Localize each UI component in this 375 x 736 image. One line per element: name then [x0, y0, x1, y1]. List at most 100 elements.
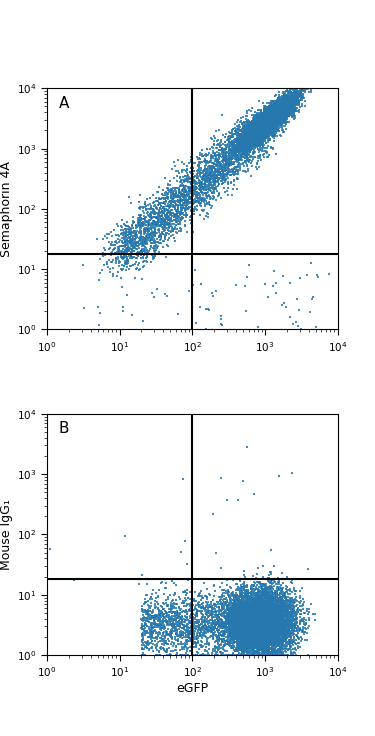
Point — [265, 124, 271, 136]
Point — [242, 609, 248, 620]
Point — [202, 607, 208, 619]
Point — [162, 209, 168, 221]
Point — [287, 83, 293, 95]
Point — [253, 606, 259, 618]
Point — [258, 121, 264, 132]
Point — [273, 601, 279, 613]
Point — [270, 119, 276, 131]
Point — [271, 616, 277, 628]
Point — [256, 592, 262, 604]
Point — [263, 632, 269, 644]
Point — [266, 118, 272, 130]
Point — [247, 601, 253, 613]
Point — [225, 158, 231, 170]
Point — [280, 107, 286, 119]
Point — [278, 102, 284, 113]
Point — [214, 160, 220, 171]
Point — [247, 136, 253, 148]
Point — [240, 596, 246, 608]
Point — [279, 631, 285, 643]
Point — [240, 120, 246, 132]
Point — [253, 127, 259, 139]
Point — [255, 125, 261, 137]
Point — [222, 620, 228, 632]
Point — [252, 600, 258, 612]
Point — [281, 609, 287, 621]
Point — [270, 631, 276, 643]
Point — [273, 613, 279, 625]
Point — [261, 118, 267, 130]
Point — [128, 228, 134, 240]
Point — [237, 596, 243, 608]
Point — [258, 127, 264, 138]
Point — [252, 132, 258, 144]
Point — [211, 168, 217, 180]
Point — [256, 122, 262, 134]
Point — [276, 610, 282, 622]
Point — [278, 601, 284, 612]
Point — [230, 604, 236, 615]
Point — [247, 135, 253, 147]
Point — [188, 612, 194, 624]
Point — [258, 592, 264, 604]
Point — [260, 623, 266, 634]
Point — [277, 105, 283, 116]
Point — [232, 125, 238, 137]
Point — [299, 82, 305, 94]
Point — [241, 150, 247, 162]
Point — [234, 149, 240, 161]
Point — [283, 637, 289, 649]
Point — [236, 643, 242, 655]
Point — [280, 113, 286, 124]
Point — [258, 604, 264, 616]
Point — [282, 601, 288, 612]
Point — [279, 606, 285, 618]
Point — [222, 165, 228, 177]
Point — [222, 618, 228, 630]
Point — [242, 155, 248, 167]
Point — [180, 212, 186, 224]
Point — [258, 581, 264, 592]
Point — [270, 104, 276, 116]
Point — [251, 127, 257, 138]
Point — [299, 91, 305, 103]
Point — [259, 608, 265, 620]
Point — [250, 127, 256, 139]
Point — [260, 593, 266, 605]
Point — [265, 112, 271, 124]
Point — [236, 136, 242, 148]
Point — [253, 123, 259, 135]
Point — [244, 125, 250, 137]
Point — [147, 618, 153, 629]
Point — [249, 647, 255, 659]
Point — [276, 604, 282, 616]
Point — [282, 618, 288, 629]
Point — [258, 134, 264, 146]
Point — [199, 156, 205, 168]
Point — [245, 132, 251, 144]
Point — [171, 214, 177, 226]
Point — [254, 124, 260, 136]
Point — [230, 148, 236, 160]
Point — [256, 610, 262, 622]
Point — [264, 110, 270, 121]
Point — [262, 121, 268, 132]
Point — [260, 606, 266, 618]
Point — [129, 258, 135, 270]
Point — [204, 601, 210, 613]
Point — [262, 118, 268, 130]
Point — [247, 627, 253, 639]
Point — [238, 618, 244, 629]
Point — [265, 612, 271, 623]
Point — [249, 612, 255, 624]
Point — [251, 606, 257, 618]
Point — [276, 101, 282, 113]
Point — [237, 141, 243, 153]
Point — [255, 108, 261, 120]
Point — [254, 118, 260, 130]
Point — [284, 96, 290, 107]
Point — [260, 623, 266, 634]
Point — [248, 620, 254, 632]
Point — [168, 197, 174, 209]
Point — [263, 615, 269, 626]
